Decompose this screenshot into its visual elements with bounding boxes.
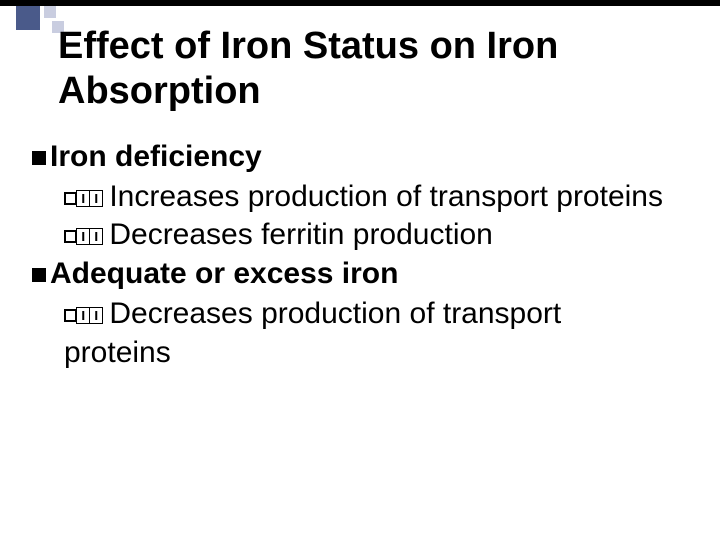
bullet-text: Increases production of transport protei… — [109, 180, 663, 213]
sub-bullet-cluster-icon — [64, 178, 103, 216]
sub-bullet-cluster-icon — [64, 295, 103, 333]
bullet-level1: Adequate or excess iron — [32, 255, 670, 293]
deco-square-small-1 — [44, 6, 56, 18]
square-bullet-icon — [32, 151, 46, 165]
square-bullet-icon — [32, 268, 46, 282]
bullet-text: Decreases production of transport protei… — [64, 297, 561, 368]
slide-body: Effect of Iron Status on Iron Absorption… — [0, 24, 720, 372]
bullet-heading: Iron deficiency — [50, 140, 262, 173]
bullet-heading: Adequate or excess iron — [50, 257, 398, 290]
bullet-level1: Iron deficiency — [32, 138, 670, 176]
slide-content: Iron deficiency Increases production of … — [32, 138, 670, 372]
bullet-level2: Decreases ferritin production — [64, 216, 670, 254]
bullet-level2: Increases production of transport protei… — [64, 178, 670, 216]
top-accent-bar — [0, 0, 720, 6]
bullet-level2: Decreases production of transport protei… — [64, 295, 670, 372]
bullet-text: Decreases ferritin production — [109, 218, 493, 251]
slide-title: Effect of Iron Status on Iron Absorption — [58, 24, 670, 114]
sub-bullet-cluster-icon — [64, 216, 103, 254]
